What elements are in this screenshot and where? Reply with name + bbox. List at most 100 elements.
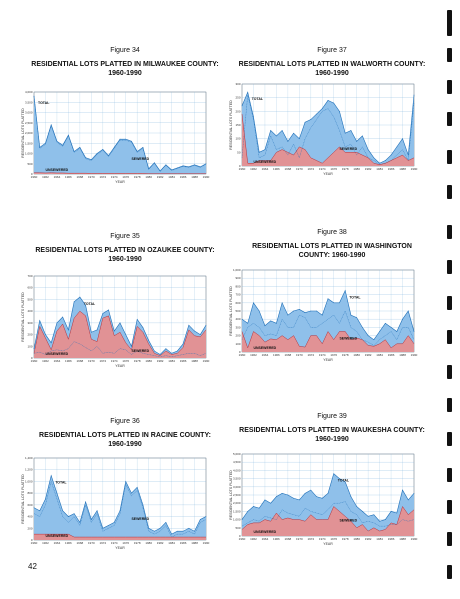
x-tick-label: 1962 bbox=[250, 167, 257, 171]
total-point bbox=[102, 527, 104, 529]
total-point bbox=[102, 313, 104, 314]
x-tick-label: 1970 bbox=[296, 167, 303, 171]
total-point bbox=[287, 141, 289, 142]
figure-label: Figure 39 bbox=[317, 413, 347, 420]
sewered-line bbox=[241, 501, 415, 527]
total-point bbox=[56, 322, 58, 324]
total-point bbox=[356, 141, 358, 142]
total-point bbox=[407, 499, 409, 501]
x-tick-label: 1972 bbox=[307, 537, 314, 541]
total-point bbox=[79, 522, 81, 523]
x-tick-label: 1970 bbox=[296, 537, 303, 541]
y-tick-label: 600 bbox=[27, 503, 32, 507]
total-point bbox=[194, 164, 195, 166]
sewered-line bbox=[241, 310, 415, 346]
total-point bbox=[407, 310, 409, 312]
total-point bbox=[176, 530, 178, 532]
x-tick-label: 1984 bbox=[168, 541, 175, 545]
total-point bbox=[402, 138, 403, 140]
total-point bbox=[96, 153, 98, 154]
total-point bbox=[379, 162, 380, 164]
total-point bbox=[199, 334, 201, 335]
y-tick-label: 0 bbox=[239, 534, 241, 538]
x-tick-label: 1968 bbox=[77, 359, 84, 363]
x-tick-label: 1978 bbox=[342, 353, 349, 357]
figure-label: Figure 35 bbox=[110, 233, 140, 240]
chart-title: RESIDENTIAL LOTS PLATTED IN RACINE COUNT… bbox=[39, 432, 211, 448]
x-axis-label: YEAR bbox=[323, 172, 333, 176]
y-tick-label: 50 bbox=[237, 150, 241, 154]
unsewered-annotation: UNSEWERED bbox=[45, 168, 68, 172]
total-point bbox=[205, 324, 207, 326]
figure-label: Figure 36 bbox=[110, 418, 140, 425]
y-tick-label: 1,000 bbox=[25, 152, 33, 156]
y-tick-label: 600 bbox=[235, 301, 240, 305]
total-point bbox=[159, 354, 161, 355]
x-tick-label: 1970 bbox=[296, 353, 303, 357]
y-tick-label: 600 bbox=[27, 286, 32, 290]
figure-label: Figure 38 bbox=[317, 229, 347, 236]
y-tick-label: 0 bbox=[31, 356, 33, 360]
x-tick-label: 1972 bbox=[307, 167, 314, 171]
y-axis-label: RESIDENTIAL LOTS PLATTED bbox=[21, 474, 25, 524]
x-tick-label: 1962 bbox=[42, 541, 49, 545]
x-tick-label: 1986 bbox=[180, 175, 187, 179]
total-point bbox=[356, 506, 358, 507]
y-tick-label: 1,200 bbox=[25, 468, 33, 472]
total-point bbox=[194, 530, 195, 532]
x-tick-label: 1972 bbox=[99, 541, 106, 545]
total-point bbox=[362, 135, 363, 137]
y-tick-label: 3,500 bbox=[25, 100, 33, 104]
y-tick-label: 800 bbox=[27, 491, 32, 495]
total-point bbox=[276, 322, 277, 324]
total-area bbox=[34, 96, 206, 174]
total-point bbox=[90, 159, 92, 160]
x-tick-label: 1990 bbox=[411, 167, 418, 171]
total-annotation: TOTAL bbox=[38, 101, 50, 105]
total-point bbox=[176, 350, 178, 352]
chart-title: RESIDENTIAL LOTS PLATTED IN OZAUKEE COUN… bbox=[35, 247, 215, 263]
x-tick-label: 1978 bbox=[342, 537, 349, 541]
y-tick-label: 1,500 bbox=[233, 509, 241, 513]
binding-mark bbox=[447, 225, 452, 239]
x-axis-label: YEAR bbox=[115, 546, 125, 550]
total-point bbox=[253, 116, 254, 118]
y-tick-label: 1,000 bbox=[233, 268, 241, 272]
total-point bbox=[344, 290, 346, 291]
total-point bbox=[384, 322, 386, 324]
y-tick-label: 0 bbox=[239, 350, 241, 354]
unsewered-area bbox=[242, 506, 414, 536]
sewered-annotation: SEWERED bbox=[131, 517, 149, 521]
total-point bbox=[39, 510, 41, 512]
y-tick-label: 250 bbox=[235, 96, 240, 100]
x-tick-label: 1974 bbox=[319, 537, 326, 541]
x-tick-label: 1978 bbox=[134, 541, 141, 545]
total-point bbox=[68, 516, 69, 517]
x-tick-label: 1990 bbox=[203, 541, 210, 545]
x-tick-label: 1978 bbox=[342, 167, 349, 171]
total-point bbox=[373, 514, 375, 516]
total-point bbox=[316, 496, 317, 497]
total-point bbox=[171, 533, 172, 535]
total-point bbox=[113, 147, 115, 148]
total-point bbox=[56, 140, 58, 142]
total-point bbox=[85, 157, 86, 158]
binding-mark bbox=[447, 365, 452, 379]
x-tick-label: 1960 bbox=[31, 541, 38, 545]
total-point bbox=[125, 138, 127, 140]
x-tick-label: 1990 bbox=[203, 175, 210, 179]
y-tick-label: 300 bbox=[235, 82, 240, 86]
unsewered-line bbox=[34, 172, 206, 174]
total-point bbox=[396, 146, 398, 148]
x-tick-label: 1978 bbox=[134, 359, 141, 363]
total-point bbox=[125, 334, 127, 335]
unsewered-line bbox=[241, 331, 415, 349]
total-point bbox=[316, 113, 317, 115]
total-point bbox=[339, 478, 340, 479]
x-tick-label: 1970 bbox=[88, 541, 95, 545]
total-point bbox=[56, 492, 58, 494]
x-tick-label: 1982 bbox=[157, 541, 164, 545]
total-point bbox=[258, 151, 260, 153]
x-tick-label: 1974 bbox=[319, 353, 326, 357]
total-point bbox=[125, 481, 127, 482]
